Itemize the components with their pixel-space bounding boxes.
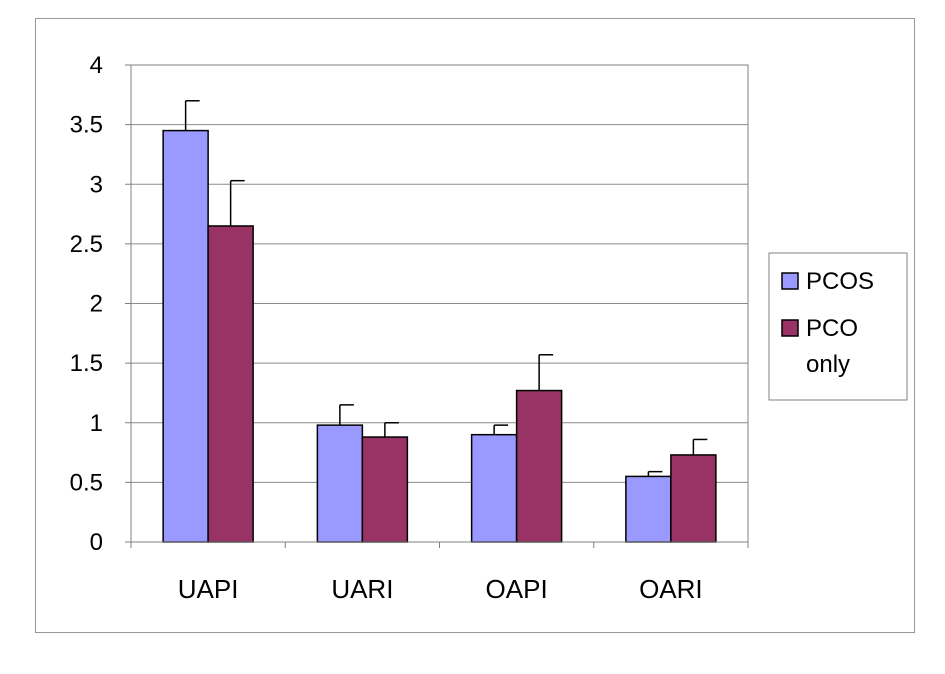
y-tick-label: 2.5: [70, 231, 103, 258]
bar-pcos-oari: [625, 475, 672, 543]
x-category-label: UAPI: [178, 574, 239, 604]
bars: [162, 100, 717, 543]
legend-label: PCO: [806, 315, 858, 342]
x-category-label: OAPI: [486, 574, 548, 604]
x-category-label: OARI: [639, 574, 703, 604]
legend-swatch-pco-only: [781, 319, 799, 337]
y-tick-label: 2: [90, 291, 103, 318]
x-category-label: UARI: [331, 574, 393, 604]
y-tick-label: 4: [90, 52, 103, 79]
bar-pcos-oapi: [470, 433, 518, 543]
bar-pcos-uapi: [162, 129, 209, 543]
bar-pco-only-oari: [670, 454, 717, 543]
y-tick-label: 1.5: [70, 350, 103, 377]
bar-pco-only-uapi: [207, 225, 254, 543]
legend: PCOS PCO only: [768, 252, 908, 401]
bar-pcos-uari: [316, 424, 364, 543]
bar-pco-only-uari: [361, 436, 409, 543]
y-tick-label: 3.5: [70, 112, 103, 139]
y-tick-label: 0: [90, 529, 103, 556]
legend-label: only: [806, 351, 850, 378]
y-tick-label: 3: [90, 171, 103, 198]
bar-pco-only-oapi: [515, 389, 563, 543]
axes: 0 0.5 1 1.5 2 2.5 3 3.5 4 UAPI UARI OAPI OARI: [70, 52, 749, 604]
legend-swatch-pcos: [781, 272, 799, 290]
y-tick-label: 1: [90, 410, 103, 437]
legend-label: PCOS: [806, 268, 874, 295]
y-tick-label: 0.5: [70, 469, 103, 496]
